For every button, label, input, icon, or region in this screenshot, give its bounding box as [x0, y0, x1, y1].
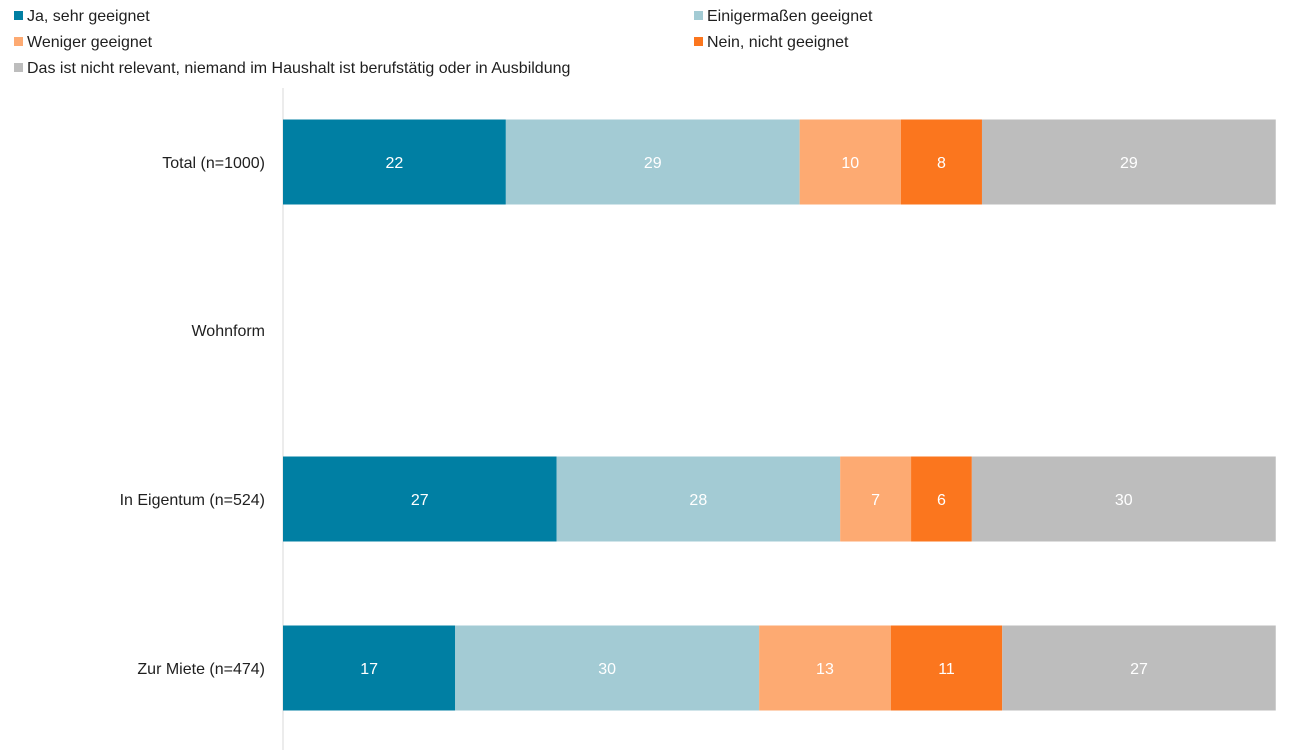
legend-item: Einigermaßen geeignet — [694, 8, 873, 25]
legend-label: Ja, sehr geeignet — [27, 8, 150, 25]
data-label: 27 — [1130, 661, 1148, 678]
data-label: 30 — [598, 661, 616, 678]
legend-label: Einigermaßen geeignet — [707, 8, 873, 25]
bar-segment — [283, 119, 506, 205]
legend-item: Weniger geeignet — [14, 34, 153, 51]
legend-item: Nein, nicht geeignet — [694, 34, 849, 51]
legend-label: Nein, nicht geeignet — [707, 34, 849, 51]
category-label: Total (n=1000) — [162, 155, 265, 172]
data-label: 17 — [360, 661, 378, 678]
bar-segment — [981, 119, 1276, 205]
bar-segment — [900, 119, 982, 205]
data-label: 8 — [937, 155, 946, 172]
data-label: 6 — [937, 492, 946, 509]
bar-segment — [971, 456, 1276, 542]
legend-item: Ja, sehr geeignet — [14, 8, 150, 25]
data-label: 28 — [689, 492, 707, 509]
legend-swatch — [694, 11, 703, 20]
legend-swatch — [14, 11, 23, 20]
data-label: 22 — [386, 155, 404, 172]
legend-item: Das ist nicht relevant, niemand im Haush… — [14, 60, 570, 77]
data-label: 7 — [871, 492, 880, 509]
data-label: 13 — [816, 661, 834, 678]
data-label: 27 — [411, 492, 429, 509]
legend-swatch — [14, 37, 23, 46]
bar-segment — [556, 456, 841, 542]
legend-swatch — [14, 63, 23, 72]
bar-segment — [840, 456, 912, 542]
legend-swatch — [694, 37, 703, 46]
category-labels: Total (n=1000) Wohnform In Eigentum (n=524… — [120, 155, 265, 678]
bar-segment — [283, 456, 557, 542]
category-label: Zur Miete (n=474) — [137, 661, 265, 678]
data-label: 29 — [1120, 155, 1138, 172]
data-label: 10 — [841, 155, 859, 172]
category-label: Wohnform — [191, 323, 265, 340]
bars: 22 29 10 8 29 27 28 7 6 30 17 30 13 11 27 — [283, 119, 1276, 711]
data-label: 29 — [644, 155, 662, 172]
bar-segment — [455, 625, 760, 711]
bar-segment — [505, 119, 800, 205]
legend-label: Das ist nicht relevant, niemand im Haush… — [27, 60, 570, 77]
legend: Ja, sehr geeignet Einigermaßen geeignet We… — [14, 8, 873, 77]
category-label: In Eigentum (n=524) — [120, 492, 265, 509]
bar-segment — [283, 625, 456, 711]
bar-segment — [1002, 625, 1276, 711]
bar-segment — [911, 456, 972, 542]
bar-segment — [890, 625, 1003, 711]
bar-segment — [759, 625, 891, 711]
data-label: 11 — [938, 661, 955, 678]
data-label: 30 — [1115, 492, 1133, 509]
legend-label: Weniger geeignet — [27, 34, 153, 51]
bar-segment — [799, 119, 901, 205]
